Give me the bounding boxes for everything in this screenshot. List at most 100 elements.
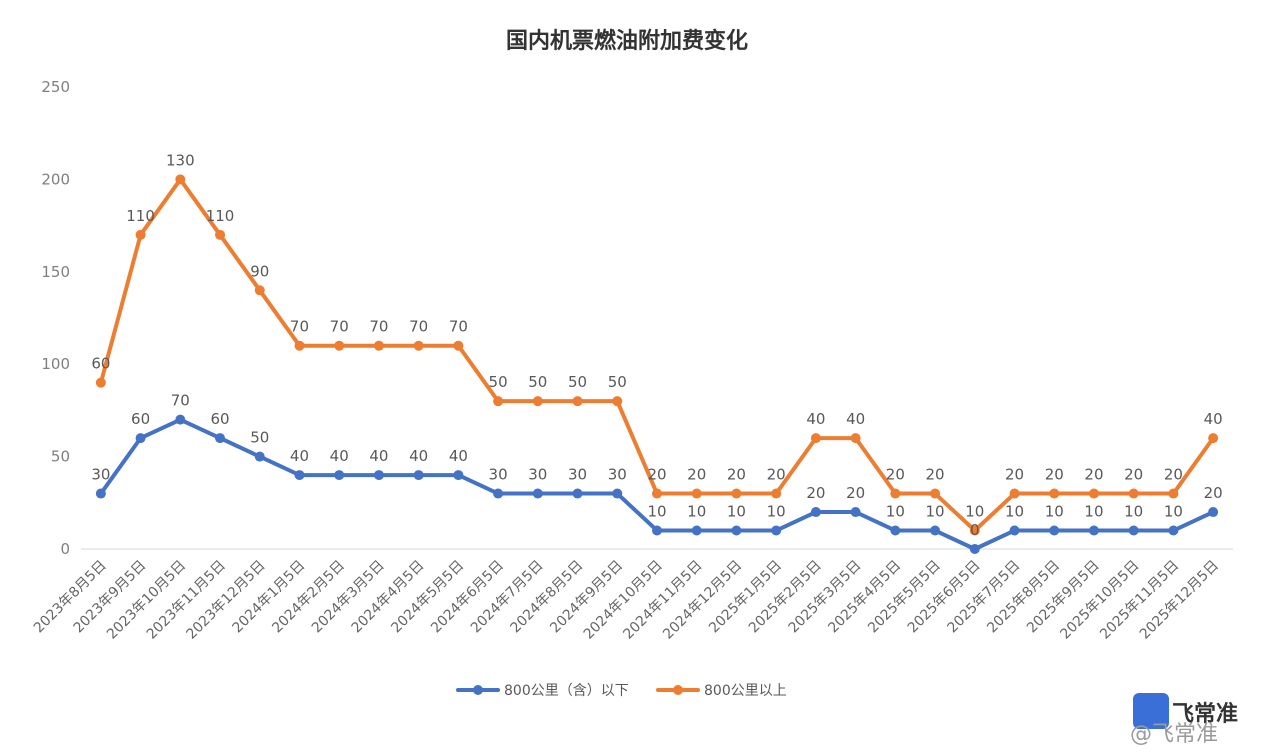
data-point [334, 340, 345, 351]
data-point [930, 488, 941, 499]
data-point [652, 525, 662, 536]
legend-label: 800公里（含）以下 [504, 683, 629, 699]
data-label: 50 [608, 373, 627, 391]
data-point [810, 507, 821, 518]
data-label: 50 [528, 373, 547, 391]
series-0 [95, 414, 1219, 554]
legend-marker [473, 685, 483, 695]
data-point [890, 488, 901, 499]
data-label: 10 [1164, 503, 1183, 521]
data-label: 130 [166, 151, 195, 169]
data-label: 0 [970, 521, 980, 539]
y-tick-label: 100 [41, 355, 70, 373]
data-label: 30 [608, 466, 627, 484]
data-point [850, 507, 861, 518]
data-label: 20 [806, 484, 825, 502]
data-point [1128, 525, 1139, 536]
data-point [810, 433, 821, 444]
data-label: 30 [528, 466, 547, 484]
data-label: 20 [1084, 466, 1103, 484]
data-point [175, 414, 186, 425]
data-label: 10 [965, 503, 984, 521]
watermark-brand: 飞常准 [1172, 702, 1239, 727]
data-label: 60 [210, 410, 229, 428]
data-point [254, 285, 265, 296]
data-point [890, 525, 901, 536]
data-point [294, 340, 305, 351]
data-point [612, 396, 623, 407]
data-label: 20 [727, 466, 746, 484]
data-label: 10 [886, 503, 905, 521]
y-tick-label: 250 [41, 78, 70, 96]
watermark-logo-icon [1133, 693, 1169, 729]
data-label: 20 [1124, 466, 1143, 484]
data-point [1049, 488, 1060, 499]
data-label: 40 [846, 410, 865, 428]
data-label: 40 [449, 447, 468, 465]
data-point [254, 451, 265, 462]
data-label: 40 [409, 447, 428, 465]
y-tick-label: 150 [41, 263, 70, 281]
data-point [1088, 488, 1099, 499]
data-label: 70 [369, 318, 388, 336]
data-point [175, 174, 186, 185]
data-point [95, 377, 106, 388]
data-point [1009, 488, 1020, 499]
legend-item: 800公里（含）以下 [456, 683, 629, 699]
data-label: 10 [647, 503, 666, 521]
data-point [413, 340, 424, 351]
data-label: 30 [91, 466, 110, 484]
data-label: 20 [687, 466, 706, 484]
data-point [493, 396, 504, 407]
data-label: 50 [489, 373, 508, 391]
data-point [1168, 525, 1179, 536]
data-point [453, 340, 464, 351]
data-label: 10 [727, 503, 746, 521]
data-point [135, 433, 146, 444]
chart-title: 国内机票燃油附加费变化 [506, 28, 748, 54]
data-label: 40 [290, 447, 309, 465]
data-point [612, 488, 623, 499]
data-point [373, 470, 384, 481]
data-labels: 30 60 70 60 50 40 40 40 40 40 30 30 30 30 10 10 10 10 20 20… [91, 151, 1222, 539]
data-label: 20 [886, 466, 905, 484]
data-point [731, 488, 742, 499]
data-point [731, 525, 742, 536]
data-point [135, 229, 146, 240]
y-tick-label: 200 [41, 170, 70, 188]
data-point [493, 488, 504, 499]
data-point [572, 488, 583, 499]
legend-marker [673, 685, 683, 695]
data-point [572, 396, 583, 407]
data-label: 110 [206, 207, 235, 225]
data-point [215, 433, 226, 444]
data-point [1208, 507, 1219, 518]
data-label: 70 [330, 318, 349, 336]
data-point [1128, 488, 1139, 499]
data-label: 10 [926, 503, 945, 521]
data-label: 90 [250, 262, 269, 280]
data-point [850, 433, 861, 444]
plot-area [95, 174, 1219, 554]
data-point [691, 488, 702, 499]
data-point [413, 470, 424, 481]
data-label: 10 [767, 503, 786, 521]
data-label: 40 [330, 447, 349, 465]
y-tick-label: 0 [60, 540, 70, 558]
data-label: 50 [568, 373, 587, 391]
data-label: 50 [250, 429, 269, 447]
data-point [215, 229, 226, 240]
data-point [453, 470, 464, 481]
data-label: 110 [126, 207, 155, 225]
data-label: 10 [1124, 503, 1143, 521]
data-label: 30 [489, 466, 508, 484]
data-label: 70 [449, 318, 468, 336]
x-axis: 2023年8月5日2023年9月5日2023年10月5日2023年11月5日20… [31, 558, 1222, 643]
data-label: 20 [1164, 466, 1183, 484]
data-point [1168, 488, 1179, 499]
data-point [771, 525, 782, 536]
data-point [771, 488, 782, 499]
data-label: 70 [290, 318, 309, 336]
data-point [930, 525, 941, 536]
